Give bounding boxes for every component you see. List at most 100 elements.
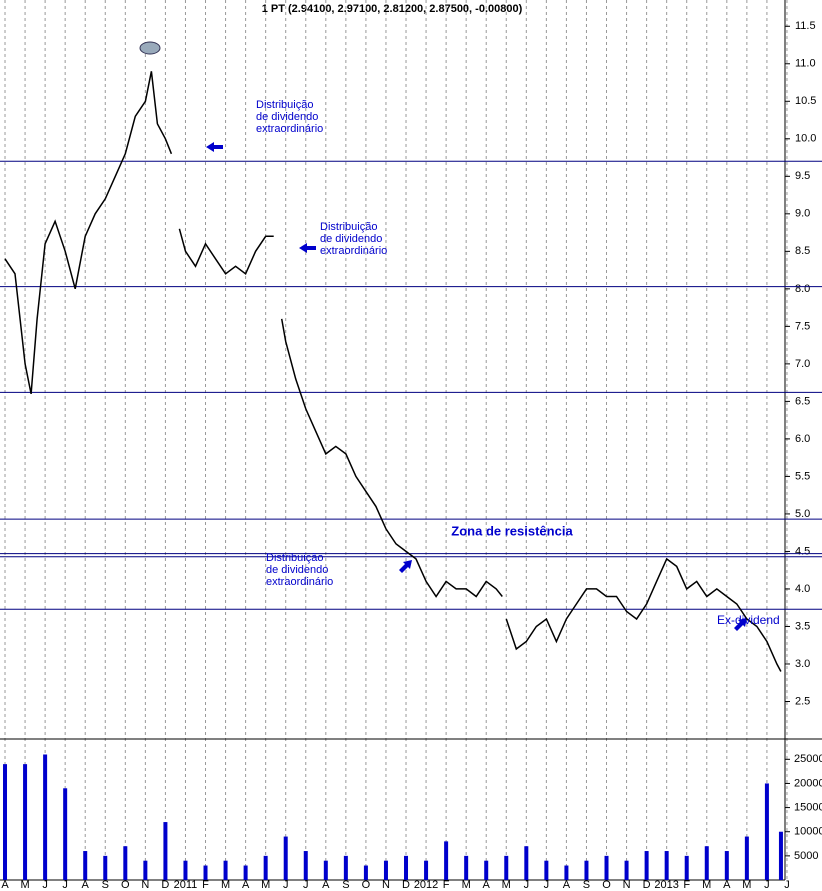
x-tick-label: J (283, 879, 289, 891)
x-tick-label: M (261, 879, 270, 891)
volume-bar (123, 846, 128, 880)
volume-bar (383, 860, 388, 880)
arrows (206, 142, 747, 631)
annotation: extraordinário (320, 245, 387, 257)
volume-bar (724, 851, 729, 880)
x-tick-label: 2011 (174, 879, 198, 891)
volume-bar (243, 865, 248, 880)
bear-icon (139, 41, 161, 55)
volume-bar (744, 836, 749, 880)
y-tick-label: 11.0 (795, 58, 816, 70)
y-tick-label: 3.5 (795, 620, 810, 632)
volume-bar (363, 865, 368, 880)
x-tick-label: F (443, 879, 450, 891)
volume-bar (778, 831, 783, 880)
y-tick-label: 5.0 (795, 508, 810, 520)
volume-bar (103, 855, 108, 880)
volume-bar (584, 860, 589, 880)
volume-bar (684, 855, 689, 880)
y-tick-label: 6.0 (795, 433, 810, 445)
x-tick-label: J (524, 879, 530, 891)
x-tick-label: S (342, 879, 349, 891)
y-tick-label: 15000 (794, 801, 822, 813)
x-tick-label: A (723, 879, 731, 891)
x-tick-label: A (322, 879, 330, 891)
volume-bar (303, 851, 308, 880)
volume-bar (464, 855, 469, 880)
y-tick-label: 7.5 (795, 320, 810, 332)
y-tick-label: 25000 (794, 753, 822, 765)
volume-bar (63, 788, 68, 880)
x-tick-label: D (402, 879, 410, 891)
grid (4, 0, 788, 880)
volume-bar (183, 860, 188, 880)
arrow (299, 243, 316, 253)
x-tick-label: S (102, 879, 109, 891)
volume-bar (444, 841, 449, 880)
volume-bar (664, 851, 669, 880)
volume-bar (544, 860, 549, 880)
annotation: de dividendo (266, 564, 328, 576)
volume-bar (504, 855, 509, 880)
y-tick-label: 11.5 (795, 20, 816, 32)
volume-bar (484, 860, 489, 880)
y-tick-label: 3.0 (795, 658, 810, 670)
x-tick-label: A (1, 879, 9, 891)
volume-bar (83, 851, 88, 880)
x-tick-label: M (742, 879, 751, 891)
volume-bar (283, 836, 288, 880)
x-tick-label: M (221, 879, 230, 891)
x-tick-label: O (121, 879, 130, 891)
volume-bar (263, 855, 268, 880)
x-tick-label: A (483, 879, 491, 891)
x-tick-label: J (303, 879, 309, 891)
arrow (206, 142, 223, 152)
volume-bar (223, 860, 228, 880)
x-tick-label: J (764, 879, 770, 891)
volume-bar (343, 855, 348, 880)
x-tick-label: N (141, 879, 149, 891)
x-tick-label: M (702, 879, 711, 891)
volume-bar (323, 860, 328, 880)
annotation: de dividendo (256, 111, 318, 123)
x-tick-label: O (602, 879, 611, 891)
volume-bar (163, 822, 168, 880)
y-tick-label: 4.5 (795, 545, 810, 557)
volume-bar (564, 865, 569, 880)
y-tick-label: 8.0 (795, 283, 810, 295)
y-tick-label: 10000 (794, 826, 822, 838)
y-tick-label: 2.5 (795, 695, 810, 707)
x-tick-label: J (42, 879, 48, 891)
annotation: Distribuição (256, 99, 313, 111)
x-tick-label: M (20, 879, 29, 891)
x-tick-label: A (563, 879, 571, 891)
x-tick-label: 2013 (654, 879, 678, 891)
y-tick-label: 20000 (794, 777, 822, 789)
x-tick-label: J (62, 879, 68, 891)
volume-bar (704, 846, 709, 880)
y-tick-label: 10.5 (795, 95, 816, 107)
volume-bar (43, 754, 48, 880)
annotation: Ex-dividend (717, 613, 780, 627)
arrow (399, 560, 412, 573)
arrow (734, 618, 747, 631)
y-tick-label: 4.0 (795, 583, 810, 595)
volume-bar (3, 764, 8, 880)
annotation: Distribuição (320, 221, 377, 233)
chart-title: 1 PT (2.94100, 2.97100, 2.81200, 2.87500… (262, 3, 523, 15)
annotation: Zona de resistência (451, 523, 573, 538)
y-tick-label: 9.5 (795, 170, 810, 182)
x-tick-label: D (643, 879, 651, 891)
x-tick-label: D (161, 879, 169, 891)
x-tick-label: F (683, 879, 690, 891)
x-tick-label: N (382, 879, 390, 891)
x-tick-label: M (502, 879, 511, 891)
x-tick-label: A (242, 879, 250, 891)
annotation: extraordinário (266, 576, 333, 588)
x-tick-label: F (202, 879, 209, 891)
y-tick-label: 9.0 (795, 208, 810, 220)
x-tick-label: A (82, 879, 90, 891)
volume-bar (524, 846, 529, 880)
